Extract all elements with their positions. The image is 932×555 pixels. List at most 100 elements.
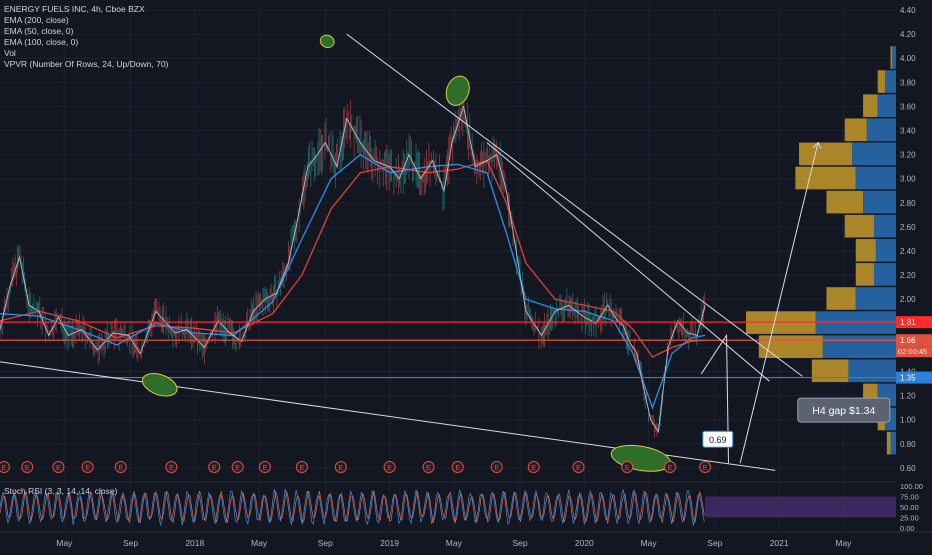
vpvr-down-bar bbox=[855, 263, 875, 286]
vpvr-down-bar bbox=[826, 287, 856, 310]
earnings-circle bbox=[334, 461, 347, 473]
countdown-tag bbox=[896, 346, 932, 358]
price-level-label: 1.35 bbox=[900, 374, 916, 383]
trendline bbox=[346, 33, 803, 377]
price-level-tag bbox=[896, 371, 932, 384]
vpvr-down-bar bbox=[886, 431, 891, 455]
earnings-circle bbox=[231, 461, 244, 473]
earnings-circle bbox=[208, 461, 221, 473]
earnings-circle bbox=[490, 461, 503, 473]
vpvr-up-bar bbox=[863, 190, 896, 214]
legend-symbol[interactable]: ENERGY FUELS INC, 4h, Cboe BZX bbox=[4, 4, 145, 14]
price-tick-label: 4.40 bbox=[900, 6, 916, 15]
price-series bbox=[0, 88, 706, 439]
vpvr-down-bar bbox=[890, 46, 893, 69]
earnings-circle bbox=[527, 461, 540, 473]
vpvr-down-bar bbox=[799, 142, 853, 166]
earnings-label: E bbox=[263, 465, 268, 472]
volume-profile bbox=[746, 46, 896, 455]
stoch-rsi-pane bbox=[0, 481, 896, 526]
vpvr-up-bar bbox=[890, 431, 896, 455]
earnings-circle bbox=[114, 461, 127, 473]
price-level-label: 1.66 bbox=[900, 336, 916, 345]
legend-vol[interactable]: Vol bbox=[4, 48, 16, 58]
vpvr-down-bar bbox=[863, 94, 878, 117]
price-tick-label: 4.20 bbox=[900, 30, 916, 39]
vpvr-up-bar bbox=[822, 335, 896, 358]
price-tick-label: 0.60 bbox=[900, 464, 916, 473]
price-level-tag bbox=[896, 316, 932, 329]
earnings-circle bbox=[81, 461, 94, 473]
annotation-box bbox=[702, 430, 734, 448]
price-tick-label: 3.40 bbox=[900, 127, 916, 136]
earnings-label: E bbox=[85, 465, 90, 472]
price-tick-label: 0.80 bbox=[900, 440, 916, 449]
earnings-label: E bbox=[703, 465, 708, 472]
earnings-circle bbox=[621, 461, 634, 473]
vpvr-up-bar bbox=[875, 238, 896, 262]
earnings-circle bbox=[258, 461, 271, 473]
price-tick-label: 3.20 bbox=[900, 151, 916, 160]
earnings-circle bbox=[699, 461, 712, 473]
price-tick-label: 2.00 bbox=[900, 295, 916, 304]
vpvr-up-bar bbox=[874, 263, 896, 286]
price-tick-label: 1.00 bbox=[900, 416, 916, 425]
price-tick-label: 4.00 bbox=[900, 54, 916, 63]
annotation-box bbox=[797, 397, 891, 423]
vpvr-up-bar bbox=[874, 214, 896, 238]
vpvr-up-bar bbox=[855, 287, 896, 310]
earnings-circle bbox=[0, 461, 10, 473]
earnings-circle bbox=[451, 461, 464, 473]
earnings-label: E bbox=[576, 465, 581, 472]
earnings-circle bbox=[422, 461, 435, 473]
annotation-text: 0.69 bbox=[709, 435, 727, 445]
earnings-label: E bbox=[25, 465, 30, 472]
earnings-circle bbox=[165, 461, 178, 473]
stoch-tick-label: 50.00 bbox=[900, 503, 919, 512]
price-tick-label: 1.20 bbox=[900, 392, 916, 401]
ema-red-line bbox=[0, 159, 706, 358]
up-arrow-head bbox=[812, 141, 822, 149]
time-tick-label: Sep bbox=[707, 538, 722, 548]
legend-vpvr[interactable]: VPVR (Number Of Rows, 24, Up/Down, 70) bbox=[4, 59, 169, 69]
time-tick-label: May bbox=[56, 538, 73, 548]
highlight-ellipse bbox=[319, 34, 335, 48]
legend-ema200[interactable]: EMA (200, close) bbox=[4, 15, 69, 25]
price-tick-label: 2.80 bbox=[900, 199, 916, 208]
stoch-legend[interactable]: Stoch RSI (3, 3, 14, 14, close) bbox=[4, 486, 118, 496]
stoch-tick-label: 75.00 bbox=[900, 493, 919, 502]
vpvr-down-bar bbox=[826, 190, 864, 214]
time-tick-label: 2020 bbox=[575, 538, 594, 548]
highlight-ellipse bbox=[445, 75, 470, 106]
stoch-tick-label: 0.00 bbox=[900, 524, 915, 533]
time-tick-label: Sep bbox=[318, 538, 333, 548]
earnings-label: E bbox=[426, 465, 431, 472]
legend-ema50[interactable]: EMA (50, close, 0) bbox=[4, 26, 74, 36]
vpvr-up-bar bbox=[885, 70, 896, 93]
earnings-circle bbox=[572, 461, 585, 473]
up-arrow-line bbox=[739, 142, 819, 464]
earnings-circle bbox=[21, 461, 34, 473]
earnings-label: E bbox=[300, 465, 305, 472]
vpvr-down-bar bbox=[855, 238, 876, 262]
time-tick-label: 2018 bbox=[185, 538, 204, 548]
price-axis-bg bbox=[896, 0, 932, 550]
time-tick-label: May bbox=[835, 538, 852, 548]
price-line bbox=[0, 106, 706, 434]
price-tick-label: 2.60 bbox=[900, 223, 916, 232]
price-tick-label: 3.80 bbox=[900, 78, 916, 87]
earnings-label: E bbox=[118, 465, 123, 472]
vpvr-up-bar bbox=[877, 94, 896, 117]
vpvr-down-bar bbox=[844, 118, 867, 142]
earnings-label: E bbox=[169, 465, 174, 472]
price-tick-label: 3.00 bbox=[900, 175, 916, 184]
legend-ema100[interactable]: EMA (100, close, 0) bbox=[4, 37, 79, 47]
earnings-label: E bbox=[212, 465, 217, 472]
earnings-label: E bbox=[56, 465, 61, 472]
earnings-circle bbox=[295, 461, 308, 473]
earnings-label: E bbox=[387, 465, 392, 472]
